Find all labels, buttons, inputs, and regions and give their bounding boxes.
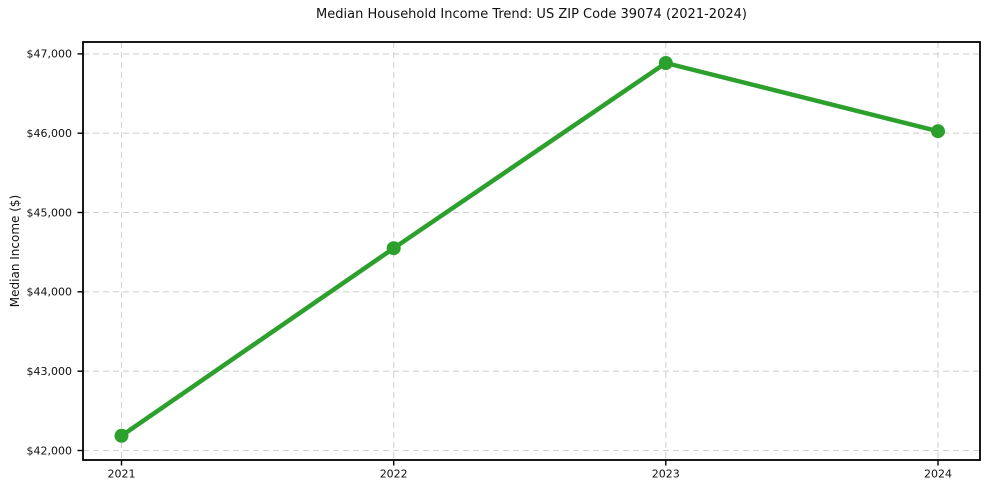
x-tick-label: 2023 xyxy=(652,468,680,481)
y-tick-label: $42,000 xyxy=(27,444,73,457)
plot-border xyxy=(82,41,981,461)
y-tick-label: $47,000 xyxy=(27,48,73,61)
data-point-2021 xyxy=(114,428,129,443)
y-tick-label: $44,000 xyxy=(27,286,73,299)
data-point-2024 xyxy=(931,124,945,139)
x-tick-label: 2024 xyxy=(924,468,952,481)
y-tick-label: $45,000 xyxy=(27,206,73,219)
x-tick-label: 2021 xyxy=(108,468,136,481)
chart-title: Median Household Income Trend: US ZIP Co… xyxy=(316,7,747,22)
y-tick-label: $43,000 xyxy=(27,365,73,378)
y-tick-label: $46,000 xyxy=(27,127,73,140)
data-point-2023 xyxy=(658,56,673,70)
data-point-2022 xyxy=(386,241,401,256)
trend-line xyxy=(119,60,941,439)
x-tick-label: 2022 xyxy=(380,468,408,481)
